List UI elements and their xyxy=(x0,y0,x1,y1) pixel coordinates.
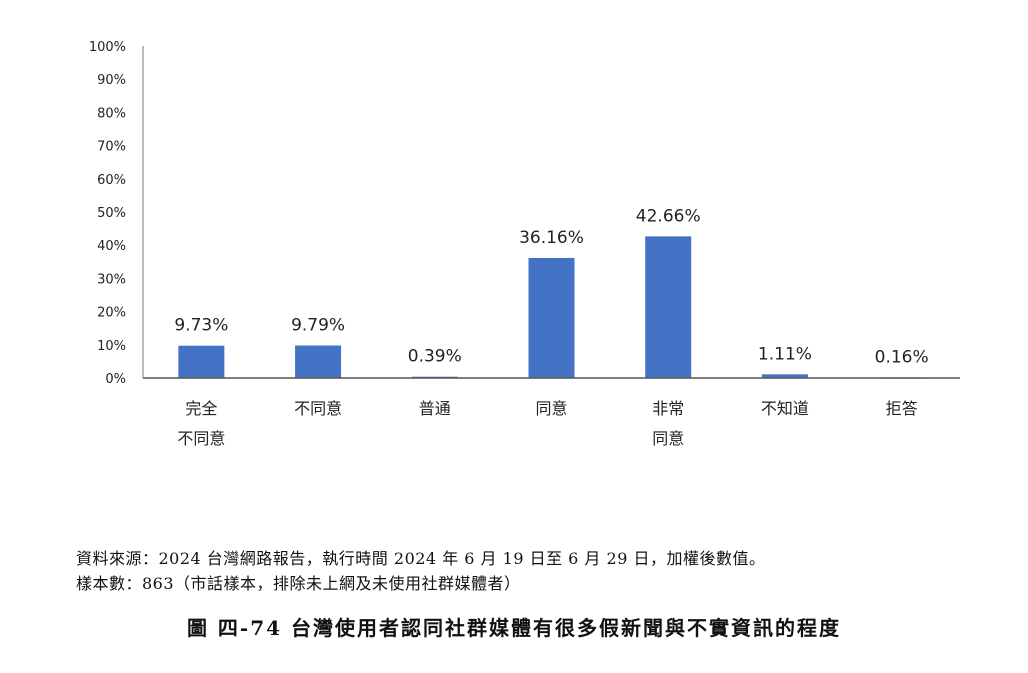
data-label: 9.73% xyxy=(174,316,228,336)
figure-caption: 圖 四-74 台灣使用者認同社群媒體有很多假新聞與不實資訊的程度 xyxy=(186,616,842,640)
data-label: 0.39% xyxy=(408,347,462,367)
y-tick-label: 0% xyxy=(105,372,126,387)
y-tick-label: 40% xyxy=(97,239,126,254)
y-tick-label: 80% xyxy=(97,106,126,121)
x-category-label: 非常 xyxy=(652,399,684,418)
x-category-label: 不知道 xyxy=(761,399,809,418)
data-label: 36.16% xyxy=(519,228,584,248)
x-category-label: 普通 xyxy=(419,399,451,418)
bar xyxy=(178,345,225,378)
x-category-label: 拒答 xyxy=(886,399,918,418)
sample-note: 樣本數：863（市話樣本，排除未上網及未使用社群媒體者） xyxy=(76,574,521,593)
y-tick-label: 10% xyxy=(97,339,126,354)
bar xyxy=(645,236,692,378)
bar xyxy=(761,374,808,378)
data-label: 1.11% xyxy=(758,344,812,364)
y-tick-label: 60% xyxy=(97,173,126,188)
y-tick-label: 70% xyxy=(97,140,126,155)
x-category-label: 不同意 xyxy=(177,429,225,448)
x-category-label: 同意 xyxy=(652,429,684,448)
x-category-label: 完全 xyxy=(185,399,217,418)
data-label: 42.66% xyxy=(636,206,701,226)
bars xyxy=(178,236,925,379)
data-label: 9.79% xyxy=(291,315,345,335)
y-tick-label: 30% xyxy=(97,272,126,287)
bar-chart: 0%10%20%30%40%50%60%70%80%90%100% 9.73% 9… xyxy=(89,40,960,448)
data-labels: 9.73% 9.79% 0.39% 36.16% 42.66% 1.11% 0.16% xyxy=(174,206,928,367)
data-label: 0.16% xyxy=(875,347,929,367)
bar xyxy=(295,345,342,378)
y-axis-ticks: 0% 10% 20% 30% 40% 50% 60% 70% 80% 90% 100% xyxy=(89,40,126,387)
x-category-label: 同意 xyxy=(535,399,567,418)
source-note: 資料來源：2024 台灣網路報告，執行時間 2024 年 6 月 19 日至 6… xyxy=(76,549,766,568)
y-tick-label: 90% xyxy=(97,73,126,88)
y-tick-label: 20% xyxy=(97,306,126,321)
y-tick-label: 100% xyxy=(89,40,126,55)
x-category-label: 不同意 xyxy=(294,399,342,418)
bar xyxy=(528,257,575,378)
y-tick-label: 50% xyxy=(97,206,126,221)
